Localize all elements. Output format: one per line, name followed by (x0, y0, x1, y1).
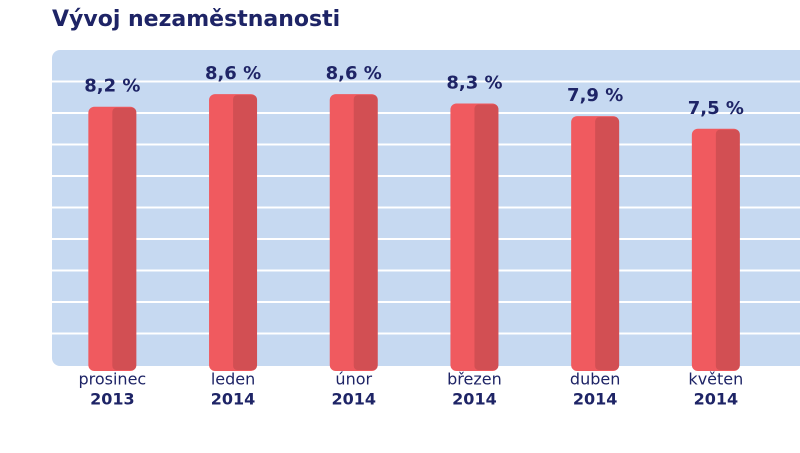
bar (329, 94, 378, 371)
bar-shade (715, 129, 740, 370)
bar-shade (595, 117, 620, 371)
x-tick-label: březen (447, 370, 502, 389)
bar-shade (112, 107, 137, 370)
bar-group (88, 106, 137, 371)
x-tick-label-year: 2014 (211, 390, 256, 409)
x-tick-label: květen (688, 370, 743, 389)
bar (691, 128, 740, 371)
bar-shade (474, 104, 499, 371)
value-label: 8,6 % (326, 63, 382, 84)
bar-group (329, 94, 378, 371)
x-tick-label: leden (211, 370, 255, 389)
bar-shade (233, 95, 258, 370)
bar (450, 103, 499, 372)
value-label: 8,3 % (446, 73, 502, 94)
x-tick-label: duben (570, 370, 620, 389)
bar-group (450, 103, 499, 372)
chart-title: Vývoj nezaměstnanosti (52, 7, 340, 32)
bar-shade (353, 95, 378, 370)
bar-group (571, 116, 620, 372)
x-tick-label: prosinec (78, 370, 146, 389)
x-tick-label-year: 2014 (573, 390, 618, 409)
bar-group (209, 94, 258, 371)
bar (88, 106, 137, 371)
bar-group (691, 128, 740, 371)
x-tick-label-year: 2014 (452, 390, 497, 409)
x-tick-label-year: 2014 (694, 390, 739, 409)
value-label: 8,6 % (205, 63, 261, 84)
value-label: 7,5 % (688, 98, 744, 119)
value-label: 7,9 % (567, 85, 623, 106)
x-tick-label-year: 2014 (331, 390, 376, 409)
value-label: 8,2 % (84, 76, 140, 97)
x-tick-label: únor (335, 370, 372, 389)
bar (571, 116, 620, 372)
bar (209, 94, 258, 371)
x-tick-label-year: 2013 (90, 390, 135, 409)
